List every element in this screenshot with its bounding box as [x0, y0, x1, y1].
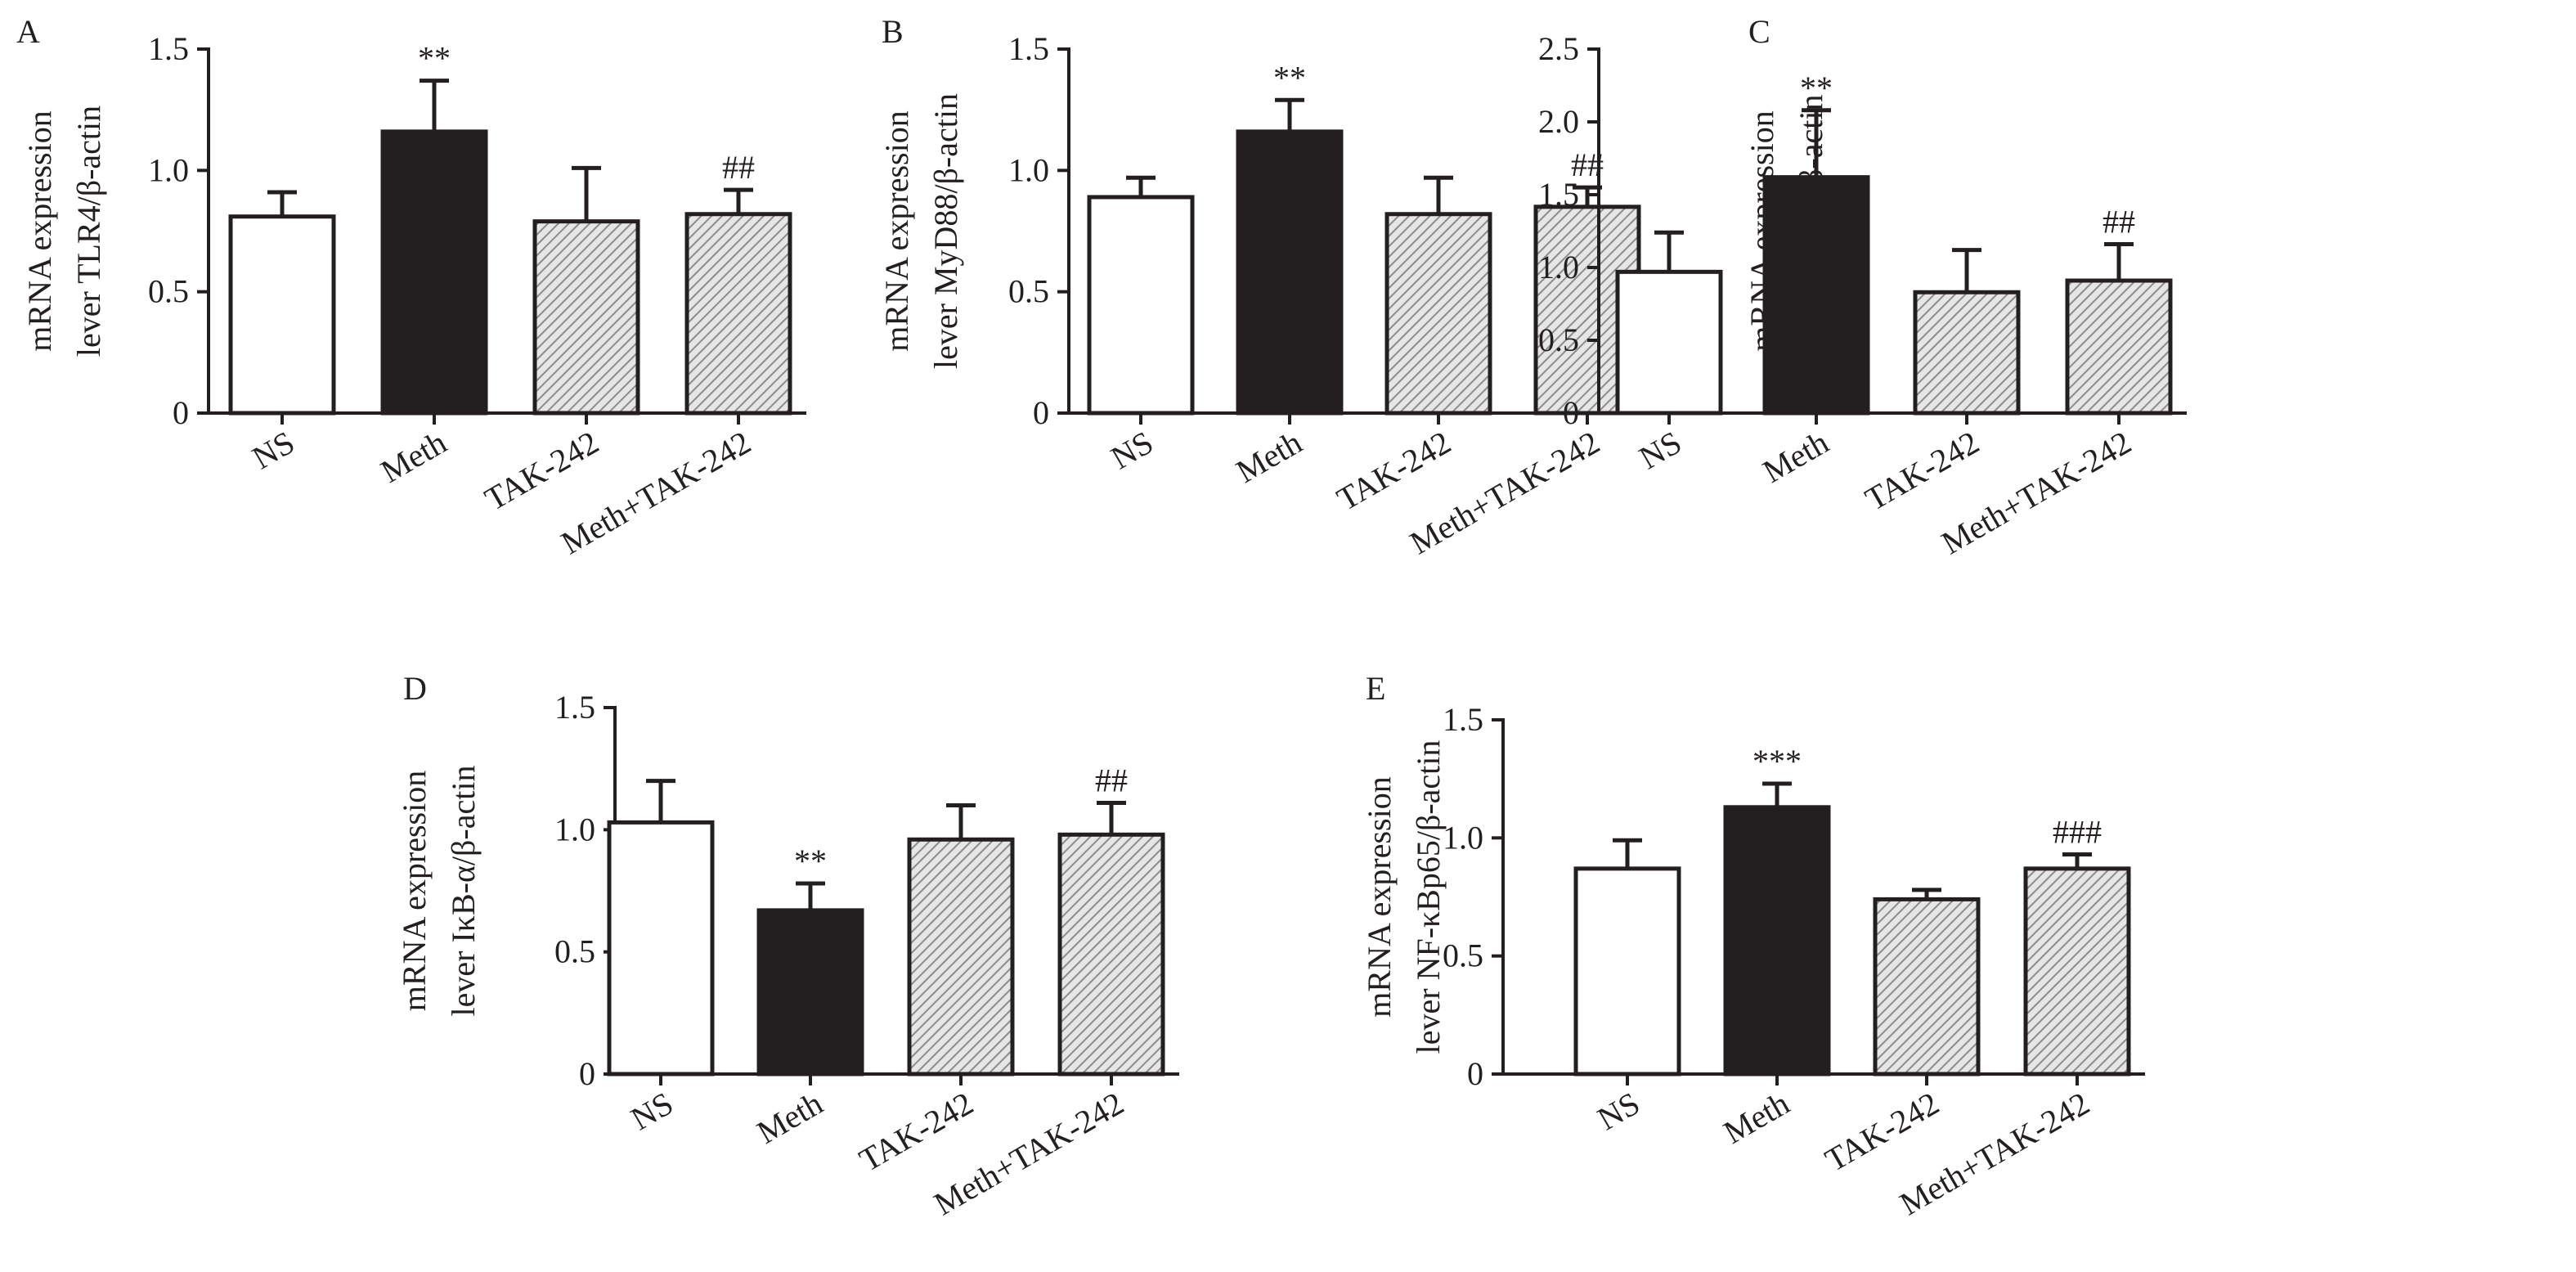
- y-axis-label-line1: mRNA expression: [1361, 776, 1398, 1017]
- significance-label: ##: [722, 149, 755, 186]
- bar-ns: [228, 214, 336, 416]
- significance-label: **: [794, 843, 827, 879]
- y-axis-label-line1: mRNA expression: [21, 110, 58, 351]
- x-tick-label: NS: [1591, 1085, 1646, 1138]
- bar-ns: [607, 820, 715, 1076]
- bar-meth-tak-242: [2023, 866, 2131, 1076]
- significance-label: **: [1800, 70, 1833, 106]
- significance-label: ###: [2053, 814, 2102, 851]
- y-tick-label: 0.5: [1538, 321, 1579, 358]
- x-tick-label: Meth: [1757, 424, 1835, 490]
- y-tick-label: 0: [173, 394, 189, 431]
- y-tick-label: 0.5: [554, 933, 595, 970]
- x-tick-label: TAK-242: [1331, 424, 1456, 518]
- panel-letter: E: [1366, 670, 1385, 707]
- bar-tak-242: [1873, 897, 1981, 1076]
- x-tick-label: TAK-242: [1819, 1085, 1945, 1179]
- y-tick-label: 1.5: [1538, 176, 1579, 213]
- x-tick-label: NS: [1633, 424, 1688, 477]
- y-tick-label: 1.5: [1008, 30, 1049, 67]
- x-tick-label: NS: [625, 1085, 680, 1138]
- x-tick-label: Meth: [1717, 1085, 1796, 1151]
- y-axis-label-line1: mRNA expression: [396, 771, 433, 1011]
- y-tick-label: 0.5: [1443, 937, 1483, 974]
- x-tick-label: NS: [1105, 424, 1160, 477]
- y-tick-label: 1.0: [1538, 249, 1579, 285]
- bar-meth: [1762, 175, 1870, 416]
- y-tick-label: 0: [1563, 394, 1579, 431]
- y-tick-label: 1.5: [1443, 701, 1483, 738]
- bar-ns: [1087, 195, 1195, 416]
- y-tick-label: 2.5: [1538, 30, 1579, 67]
- panel-letter: A: [16, 13, 40, 50]
- y-tick-label: 0: [1467, 1055, 1483, 1092]
- panel-letter: B: [882, 13, 904, 50]
- y-axis-label-line2: lever TLR4/β-actin: [70, 106, 107, 357]
- bar-meth: [380, 129, 488, 416]
- bar-tak-242: [532, 219, 640, 416]
- y-axis-label-line1: mRNA expression: [878, 110, 915, 351]
- y-tick-label: 1.0: [1443, 819, 1483, 856]
- x-tick-label: TAK-242: [1859, 424, 1985, 518]
- bar-tak-242: [1384, 212, 1492, 416]
- bar-meth: [1723, 805, 1831, 1076]
- x-tick-label: Meth: [751, 1085, 829, 1151]
- y-tick-label: 0.5: [148, 273, 189, 310]
- y-tick-label: 2.0: [1538, 103, 1579, 140]
- y-tick-label: 1.0: [554, 811, 595, 847]
- x-tick-label: NS: [246, 424, 301, 477]
- bar-meth-tak-242: [2065, 278, 2173, 416]
- bar-tak-242: [907, 837, 1015, 1076]
- bar-tak-242: [1913, 290, 2021, 416]
- x-tick-label: Meth: [1230, 424, 1308, 490]
- panel-letter: C: [1748, 13, 1770, 50]
- significance-label: **: [1273, 59, 1306, 96]
- bar-ns: [1573, 866, 1681, 1076]
- y-axis-label-line2: lever IκB-α/β-actin: [445, 766, 482, 1017]
- y-tick-label: 0: [579, 1055, 595, 1092]
- bar-ns: [1615, 269, 1723, 416]
- y-tick-label: 0: [1033, 394, 1049, 431]
- significance-label: ***: [1752, 743, 1802, 780]
- y-tick-label: 1.0: [1008, 151, 1049, 188]
- y-tick-label: 1.5: [554, 689, 595, 726]
- significance-label: **: [418, 40, 451, 77]
- panel-letter: D: [403, 670, 427, 707]
- bar-meth: [756, 908, 864, 1076]
- significance-label: ##: [2103, 204, 2135, 240]
- significance-label: ##: [1095, 762, 1128, 798]
- y-axis-label-line2: lever MyD88/β-actin: [927, 93, 964, 369]
- x-tick-label: TAK-242: [853, 1085, 979, 1179]
- bar-meth-tak-242: [1057, 832, 1165, 1076]
- bar-meth: [1236, 129, 1344, 416]
- x-tick-label: Meth: [375, 424, 453, 490]
- y-tick-label: 1.0: [148, 151, 189, 188]
- x-tick-label: TAK-242: [478, 424, 604, 518]
- y-axis-label-line2: lever NF-κBp65/β-actin: [1410, 740, 1447, 1054]
- y-tick-label: 1.5: [148, 30, 189, 67]
- y-tick-label: 0.5: [1008, 273, 1049, 310]
- bar-meth-tak-242: [684, 212, 792, 416]
